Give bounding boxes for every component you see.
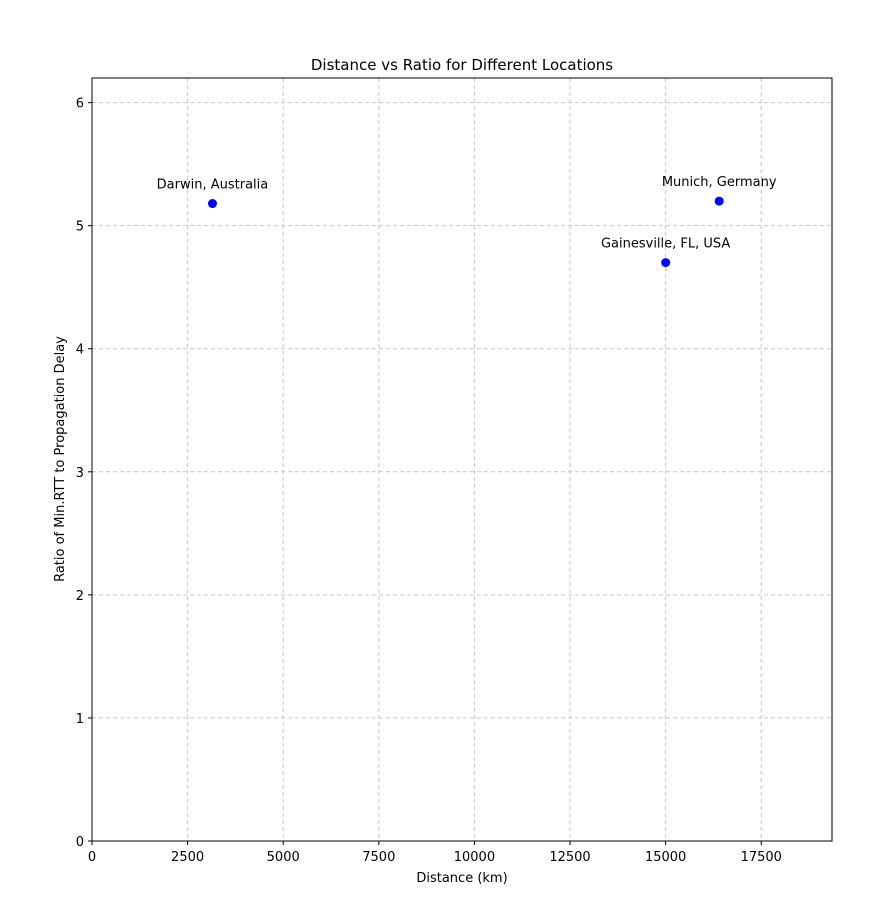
y-tick-label: 4	[76, 343, 84, 358]
data-points: Darwin, Australia Munich, Germany Gainesvi…	[157, 175, 777, 268]
grid-lines	[92, 78, 832, 841]
x-tick-label: 12500	[549, 850, 590, 865]
point-label: Munich, Germany	[662, 175, 777, 190]
axis-ticks: 0 2500 5000 7500 10000 12500 15000 17500 0 1 2 3 4 5 6	[76, 97, 782, 865]
chart-title: Distance vs Ratio for Different Location…	[311, 56, 613, 74]
y-tick-label: 5	[76, 220, 84, 235]
x-tick-label: 5000	[267, 850, 300, 865]
x-tick-label: 10000	[454, 850, 495, 865]
x-axis-label: Distance (km)	[416, 871, 507, 886]
x-tick-label: 17500	[741, 850, 782, 865]
plot-area-frame	[91, 77, 833, 842]
x-tick-label: 2500	[171, 850, 204, 865]
y-tick-label: 1	[76, 712, 84, 727]
point-label: Gainesville, FL, USA	[601, 237, 730, 252]
x-tick-label: 15000	[645, 850, 686, 865]
scatter-point	[714, 196, 724, 206]
y-axis-label: Ratio of Min.RTT to Propagation Delay	[53, 336, 68, 582]
y-tick-label: 0	[76, 835, 84, 850]
point-label: Darwin, Australia	[157, 178, 269, 193]
y-tick-label: 6	[76, 97, 84, 112]
y-tick-label: 3	[76, 466, 84, 481]
x-tick-label: 0	[88, 850, 96, 865]
x-tick-label: 7500	[362, 850, 395, 865]
scatter-point	[661, 258, 671, 268]
scatter-point	[207, 199, 217, 209]
y-tick-label: 2	[76, 589, 84, 604]
